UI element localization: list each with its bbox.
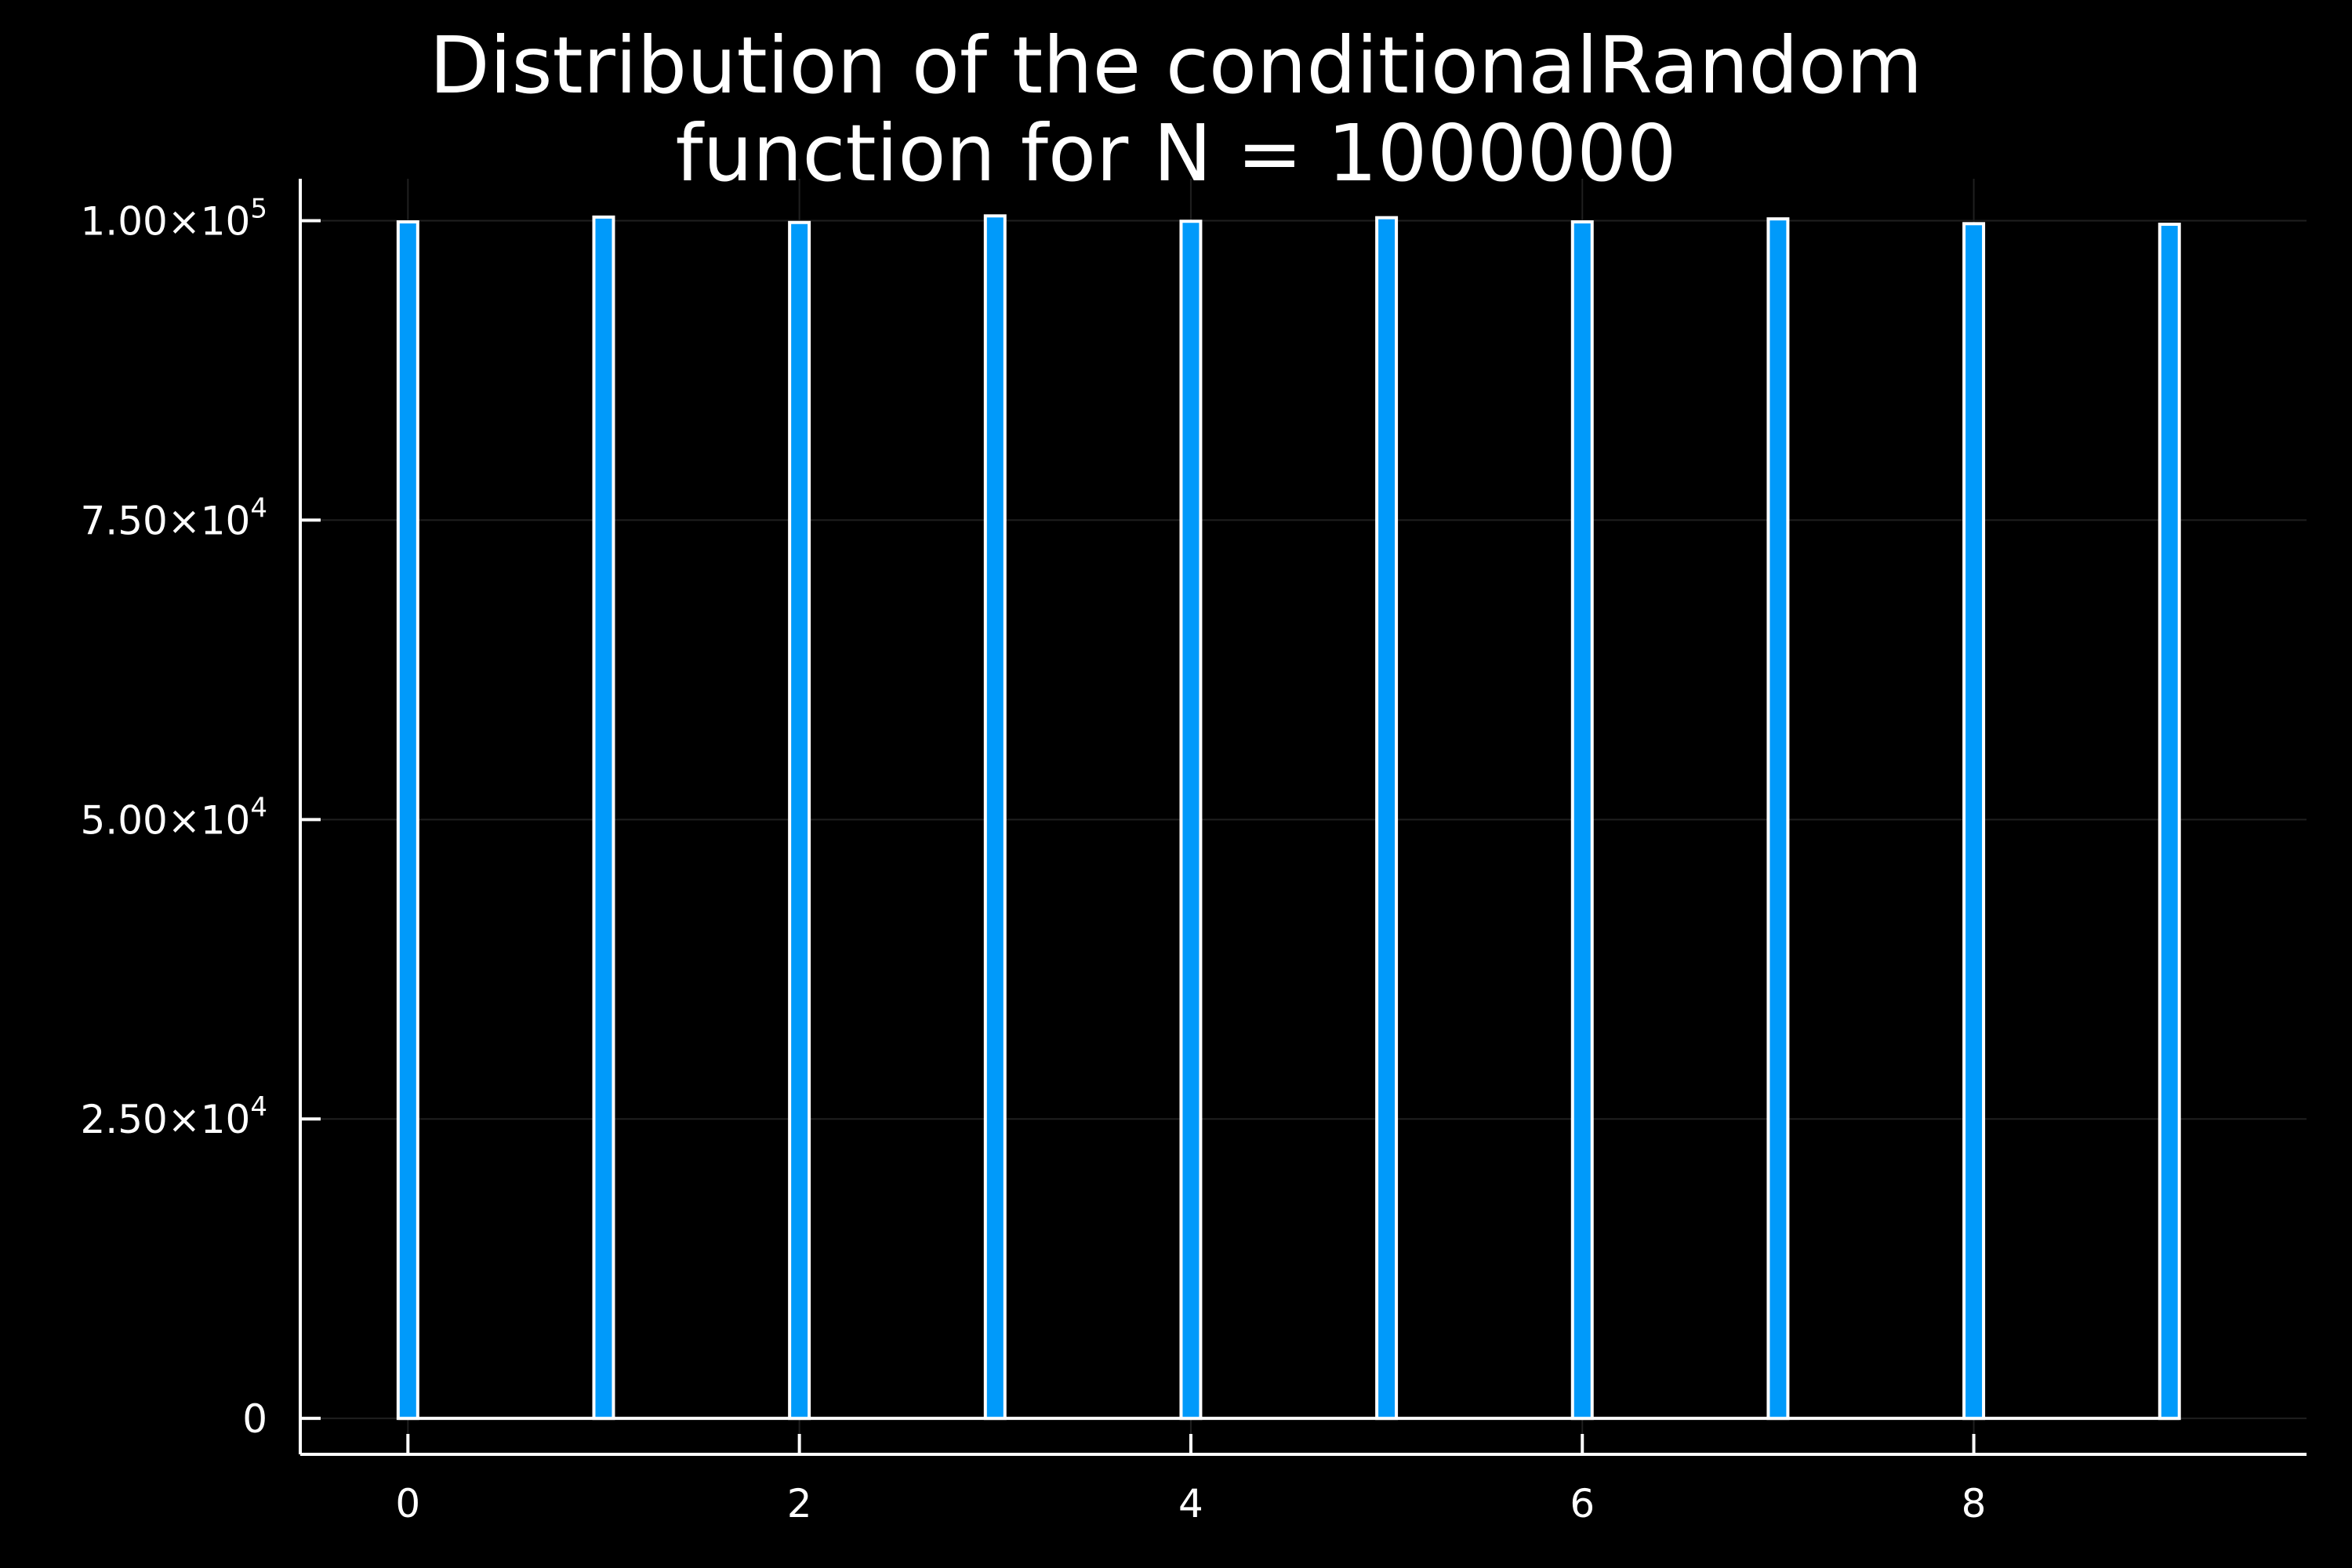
- bars: [396, 214, 2181, 1421]
- y-axis-ticks: 0 2.50×104 5.00×104 7.50×104 1.00×105: [81, 193, 321, 1442]
- x-tick-label: 2: [787, 1481, 812, 1526]
- bar: [1179, 220, 1203, 1421]
- x-tick-label: 0: [395, 1481, 420, 1526]
- bar: [2158, 223, 2181, 1421]
- y-tick-label: 0: [242, 1396, 267, 1442]
- y-tick-label: 1.00×105: [81, 193, 268, 244]
- chart-title-line: function for N = 1000000: [675, 107, 1676, 199]
- bar: [396, 220, 419, 1421]
- bar: [788, 220, 811, 1421]
- y-tick-label: 7.50×104: [81, 492, 268, 543]
- y-tick-label: 5.00×104: [81, 792, 268, 843]
- bar: [983, 214, 1007, 1421]
- x-tick-label: 4: [1178, 1481, 1203, 1526]
- x-tick-label: 8: [1962, 1481, 1987, 1526]
- axes: [299, 179, 2307, 1456]
- bar: [1375, 216, 1399, 1421]
- bar: [1570, 220, 1594, 1421]
- chart-title-line: Distribution of the conditionalRandom: [430, 20, 1923, 111]
- bar: [1766, 217, 1790, 1421]
- y-tick-label: 2.50×104: [81, 1091, 268, 1142]
- chart-title: Distribution of the conditionalRandomfun…: [430, 20, 1923, 199]
- x-axis-ticks: 0 2 4 6 8: [395, 1434, 1986, 1526]
- x-tick-label: 6: [1570, 1481, 1595, 1526]
- bar: [592, 215, 615, 1421]
- bar: [1962, 222, 1986, 1421]
